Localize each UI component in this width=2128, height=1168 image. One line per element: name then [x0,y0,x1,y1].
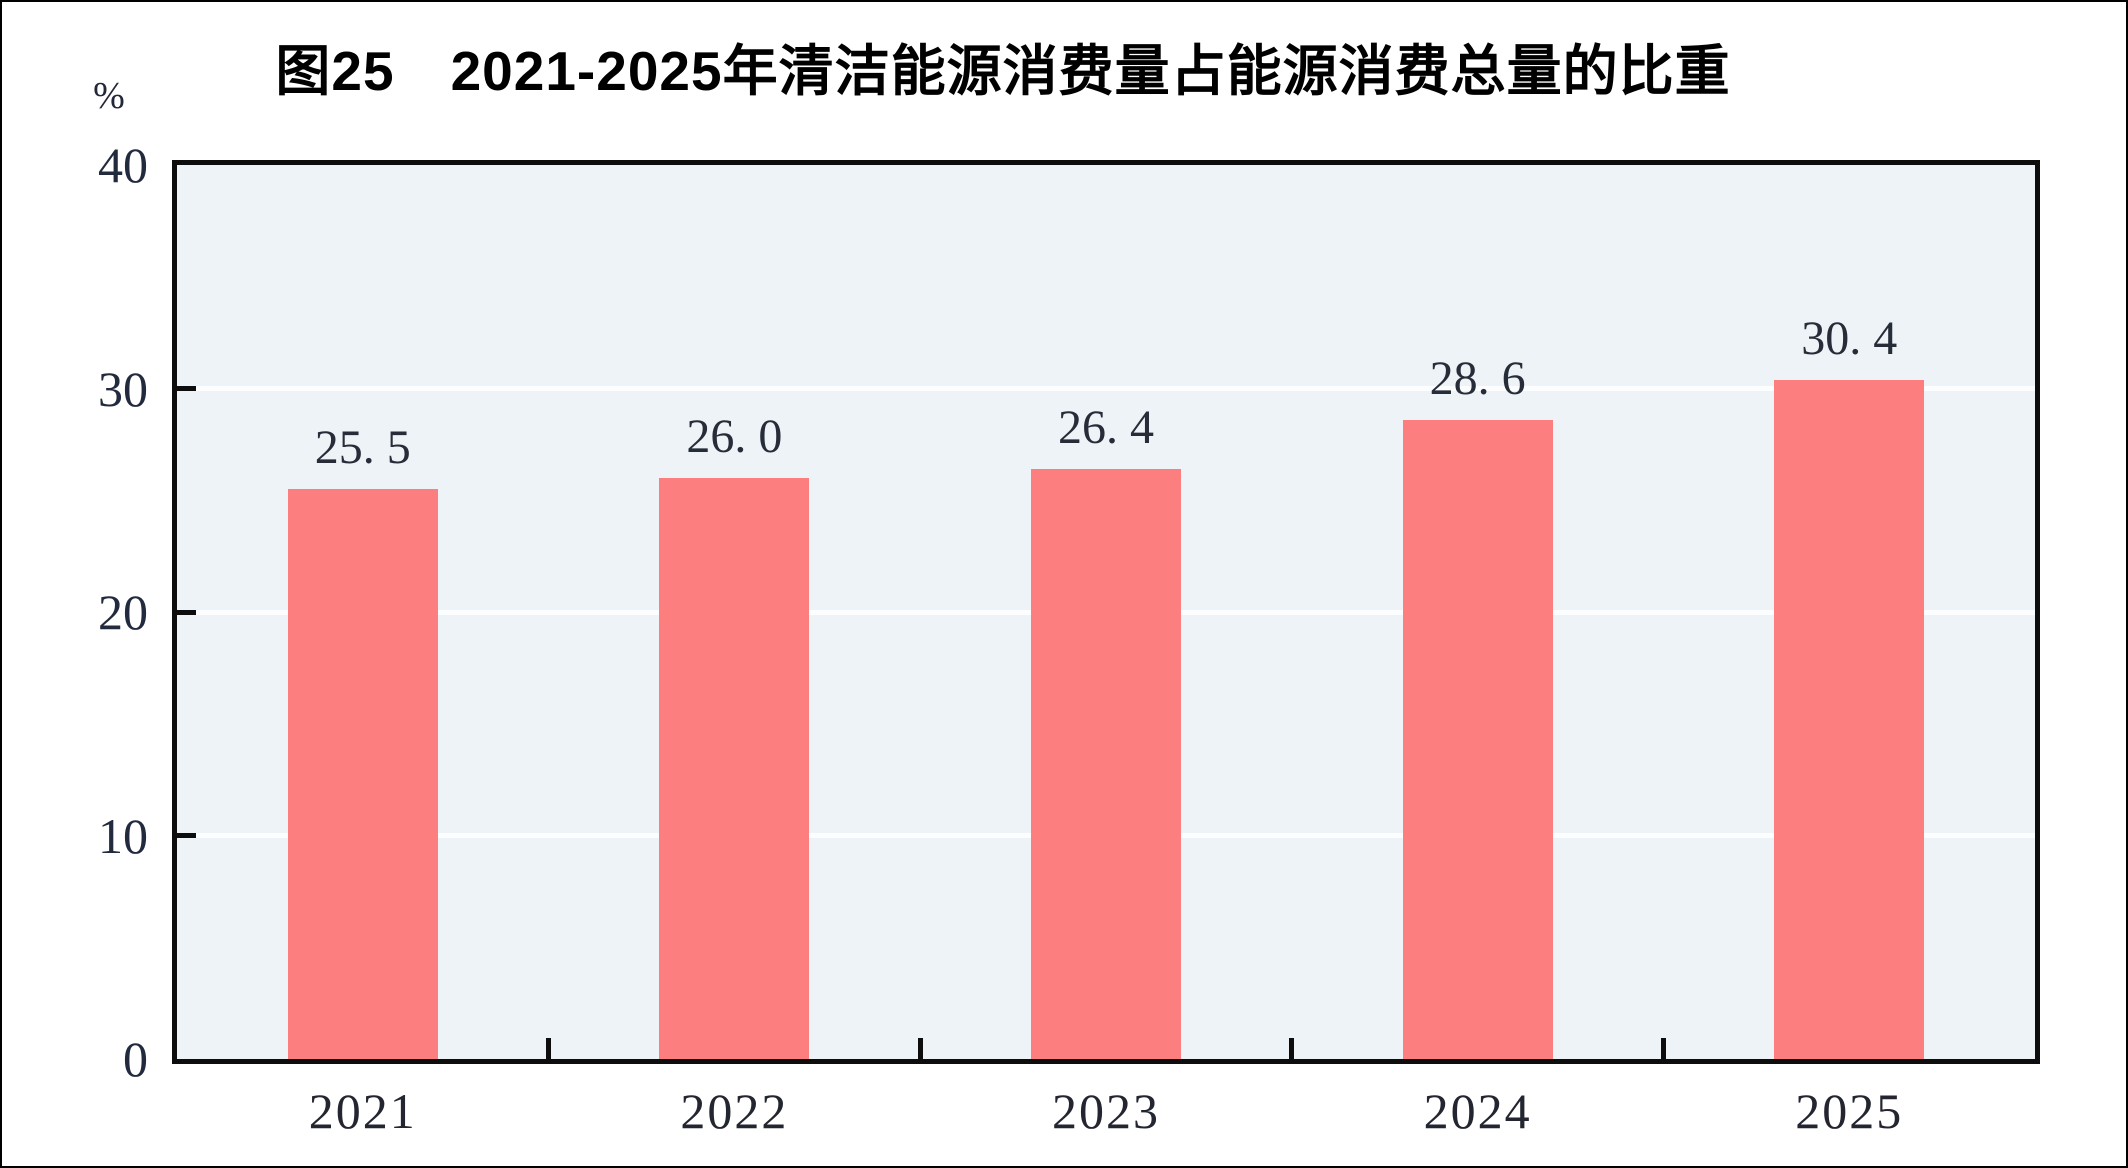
plot-area: 25. 5 26. 0 26. 4 28. 6 30. 4 [172,160,2040,1064]
bar-value-label-2023: 26. 4 [1058,400,1154,454]
x-tick-mark-4 [1660,1038,1666,1059]
bar-2023 [1031,468,1181,1059]
chart-title: 图25 2021-2025年清洁能源消费量占能源消费总量的比重 [275,40,1731,102]
y-axis-label-20: 20 [98,584,148,640]
bar-2024 [1402,419,1553,1059]
y-axis-label-30: 30 [98,360,148,417]
y-axis-label-10: 10 [98,807,148,864]
bar-value-label-2025: 30. 4 [1801,311,1898,365]
x-tick-mark-2 [917,1038,923,1059]
gridline-30 [177,386,2035,391]
bar-2022 [659,477,810,1059]
y-tick-mark-30 [177,386,196,391]
y-axis-label-0: 0 [123,1031,148,1087]
x-axis-label-2025: 2025 [1795,1083,1904,1139]
bar-2025 [1774,379,1925,1059]
bar-value-label-2024: 28. 6 [1429,351,1526,405]
bar-value-label-2021: 25. 5 [314,421,411,475]
bar-value-label-2022: 26. 0 [686,409,783,463]
x-tick-mark-3 [1289,1038,1295,1059]
y-axis-unit-label: % [93,75,125,117]
x-tick-mark-1 [546,1038,552,1059]
bar-2021 [287,489,438,1059]
x-axis-label-2021: 2021 [308,1083,417,1139]
y-tick-mark-10 [177,833,196,838]
y-tick-mark-20 [177,609,196,615]
x-axis-label-2023: 2023 [1051,1083,1160,1139]
x-axis-label-2024: 2024 [1423,1083,1532,1139]
y-axis-label-40: 40 [98,137,148,193]
x-axis-label-2022: 2022 [680,1083,789,1139]
